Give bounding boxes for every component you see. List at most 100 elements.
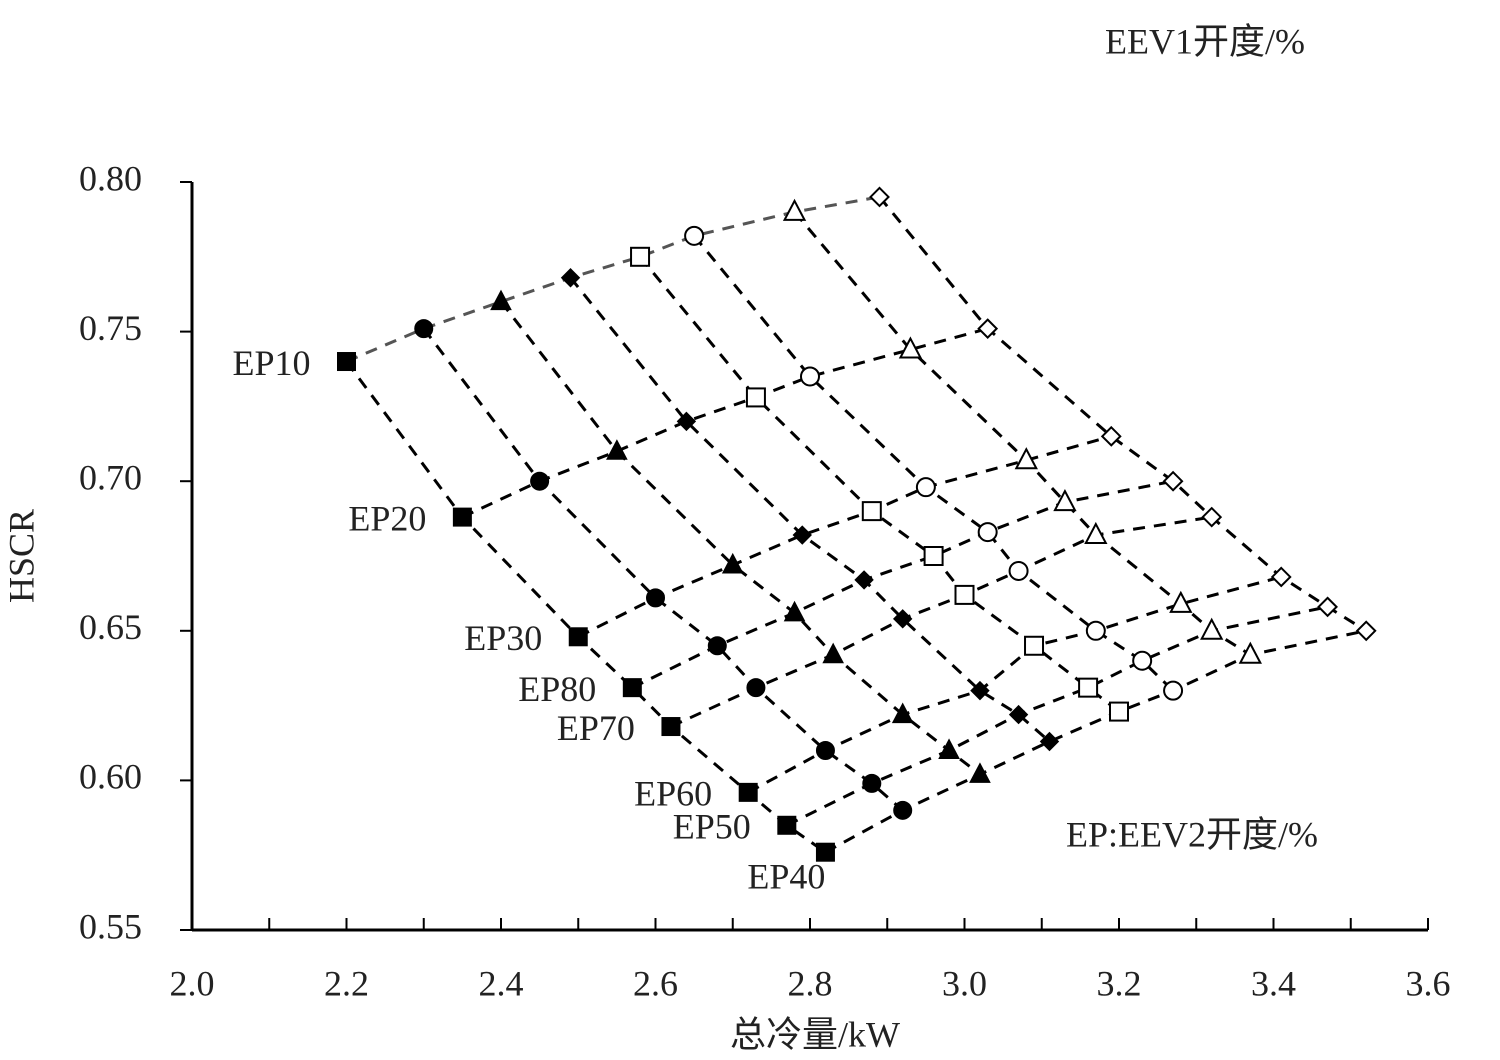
point <box>1132 650 1153 671</box>
column-line <box>569 276 1051 743</box>
point <box>721 552 744 574</box>
point <box>977 522 998 543</box>
x-tick-label: 2.4 <box>479 963 524 1003</box>
series-label: EP20 <box>348 498 426 538</box>
point <box>822 642 845 664</box>
y-tick-label: 0.70 <box>79 457 142 497</box>
point <box>815 842 835 862</box>
point <box>661 717 681 737</box>
row-line <box>786 605 1328 827</box>
point <box>1039 731 1060 752</box>
x-tick-label: 3.2 <box>1097 963 1142 1003</box>
x-tick-label: 3.4 <box>1251 963 1296 1003</box>
point <box>898 336 923 359</box>
point <box>490 289 512 311</box>
point <box>923 546 944 566</box>
point <box>1008 704 1029 725</box>
series-label: EP40 <box>747 856 825 896</box>
row-line <box>670 515 1212 728</box>
point <box>970 680 990 701</box>
point <box>1270 566 1292 588</box>
x-tick-label: 2.6 <box>633 963 678 1003</box>
point <box>861 501 882 522</box>
point <box>1008 560 1029 581</box>
point <box>792 525 812 545</box>
column-line <box>499 300 981 776</box>
point <box>969 762 991 783</box>
series-label: EP50 <box>673 807 751 847</box>
point <box>676 411 697 432</box>
point <box>869 186 890 208</box>
point <box>414 319 434 339</box>
series-label: EP30 <box>464 618 542 658</box>
point <box>1317 596 1338 618</box>
point <box>1163 680 1184 701</box>
point <box>452 507 472 527</box>
point <box>891 702 914 724</box>
series-label: EP70 <box>557 708 635 748</box>
column-line <box>422 327 904 812</box>
y-axis-title: HSCR <box>1 509 41 603</box>
point <box>915 477 936 498</box>
x-tick-label: 3.6 <box>1406 963 1451 1003</box>
point <box>1085 620 1106 641</box>
point <box>746 678 766 698</box>
point <box>622 678 642 698</box>
point <box>1024 635 1045 656</box>
point <box>337 352 356 372</box>
point <box>1100 425 1122 447</box>
point <box>646 588 665 608</box>
point <box>745 387 766 408</box>
point <box>1169 590 1193 613</box>
y-tick-label: 0.75 <box>79 308 142 348</box>
row-line <box>461 327 989 519</box>
x-tick-label: 2.2 <box>324 963 369 1003</box>
point <box>1238 641 1262 664</box>
point <box>954 584 975 605</box>
point <box>1084 521 1108 545</box>
x-axis-title: 总冷量/kW <box>730 1014 900 1054</box>
column-line <box>345 360 827 854</box>
point <box>815 740 835 760</box>
point <box>606 439 628 460</box>
point <box>630 246 651 267</box>
x-tick-label: 2.0 <box>170 963 215 1003</box>
series-label: EP10 <box>232 343 310 383</box>
point <box>777 815 797 835</box>
point <box>1078 677 1099 698</box>
point <box>684 225 705 246</box>
row-line <box>631 479 1174 689</box>
point <box>738 782 758 802</box>
column-line <box>878 196 1367 633</box>
y-tick-label: 0.60 <box>79 757 142 797</box>
y-tick-label: 0.65 <box>79 607 142 647</box>
row-line <box>747 575 1282 794</box>
point <box>1014 447 1038 470</box>
point <box>893 800 913 820</box>
point <box>1355 620 1377 642</box>
point <box>783 600 806 622</box>
series-label: EP60 <box>634 774 712 814</box>
point <box>1200 617 1224 640</box>
row-line <box>577 434 1112 639</box>
x-tick-label: 3.0 <box>942 963 987 1003</box>
y-tick-label: 0.80 <box>79 158 142 198</box>
point <box>854 570 874 590</box>
point <box>1053 488 1077 512</box>
point <box>530 471 550 491</box>
point <box>800 366 820 387</box>
series-label: EP80 <box>518 669 596 709</box>
point <box>977 318 999 340</box>
x-tick-label: 2.8 <box>788 963 833 1003</box>
annotation: EP:EEV2开度/% <box>1066 814 1318 854</box>
point <box>1201 506 1223 528</box>
point <box>782 198 807 221</box>
legend-title: EEV1开度/% <box>1105 21 1305 61</box>
y-tick-label: 0.55 <box>79 906 142 946</box>
point <box>1109 701 1129 722</box>
point <box>892 609 913 629</box>
point <box>1162 470 1184 492</box>
point <box>568 627 588 647</box>
point <box>862 773 882 793</box>
